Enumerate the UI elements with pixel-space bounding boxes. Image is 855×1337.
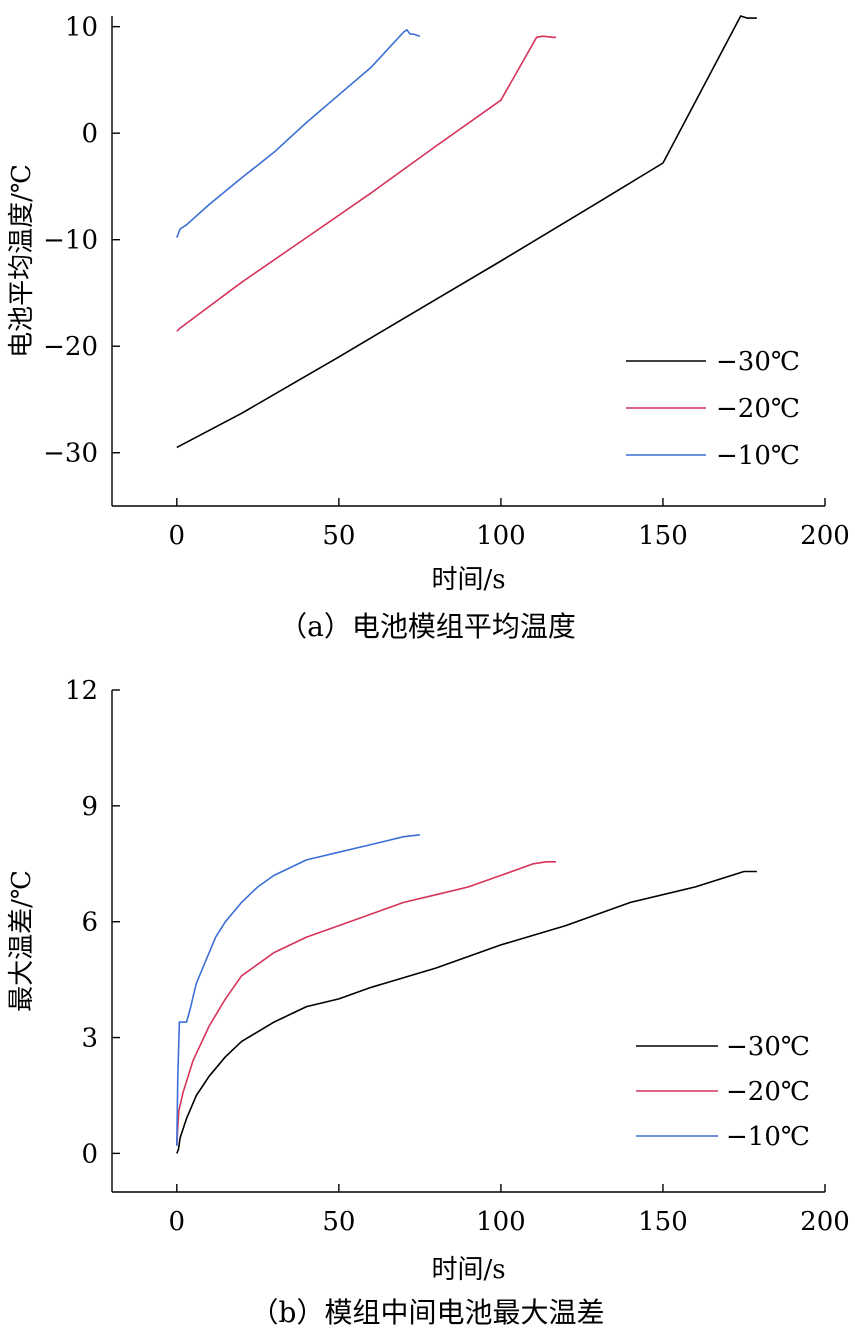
y-tick-label: 12 — [65, 676, 98, 706]
series-line-1 — [176, 35, 556, 332]
y-tick-label: 10 — [65, 13, 98, 43]
series-line-2 — [176, 834, 420, 1146]
x-tick-label: 0 — [169, 1207, 186, 1237]
y-tick-label: 6 — [81, 908, 98, 938]
y-axis-title: 最大温差/℃ — [7, 870, 37, 1012]
legend-label: −30℃ — [716, 347, 800, 377]
x-tick-label: 200 — [800, 1207, 850, 1237]
y-tick-label: 9 — [81, 792, 98, 822]
x-tick-label: 0 — [169, 521, 186, 551]
legend-label: −20℃ — [716, 394, 800, 424]
y-tick-label: −10 — [43, 226, 98, 256]
x-tick-label: 100 — [476, 1207, 526, 1237]
y-axis-title: 电池平均温度/℃ — [7, 164, 37, 358]
legend-label: −10℃ — [716, 441, 800, 471]
series-line-0 — [176, 870, 757, 1154]
chart-max-temperature-difference: 0 50 100 150 200 0 3 6 9 12 时间/s 最大温差/℃ （b）模组中间电池最大温… — [7, 676, 850, 1329]
x-tick-label: 100 — [476, 521, 526, 551]
x-tick-label: 150 — [638, 521, 688, 551]
x-tick-label: 50 — [322, 521, 355, 551]
legend-label: −10℃ — [726, 1122, 810, 1152]
y-tick-label: 0 — [81, 1139, 98, 1169]
y-tick-label: −20 — [43, 332, 98, 362]
y-tick-label: −30 — [43, 439, 98, 469]
x-axis-title: 时间/s — [431, 565, 505, 595]
x-tick-label: 150 — [638, 1207, 688, 1237]
x-axis-title: 时间/s — [431, 1255, 505, 1285]
y-tick-label: 0 — [81, 119, 98, 149]
y-tick-label: 3 — [81, 1024, 98, 1054]
series-line-1 — [176, 860, 556, 1146]
x-tick-label: 50 — [322, 1207, 355, 1237]
chart-caption: （b）模组中间电池最大温差 — [251, 1296, 605, 1329]
chart-caption: （a）电池模组平均温度 — [279, 610, 576, 643]
x-tick-label: 200 — [800, 521, 850, 551]
chart-average-temperature: 0 50 100 150 200 −30 −20 −10 0 10 时间/s 电池平均温度/℃ （a）电… — [7, 13, 850, 643]
legend-label: −20℃ — [726, 1077, 810, 1107]
legend-label: −30℃ — [726, 1032, 810, 1062]
series-line-0 — [176, 15, 757, 449]
series-line-2 — [176, 28, 421, 238]
